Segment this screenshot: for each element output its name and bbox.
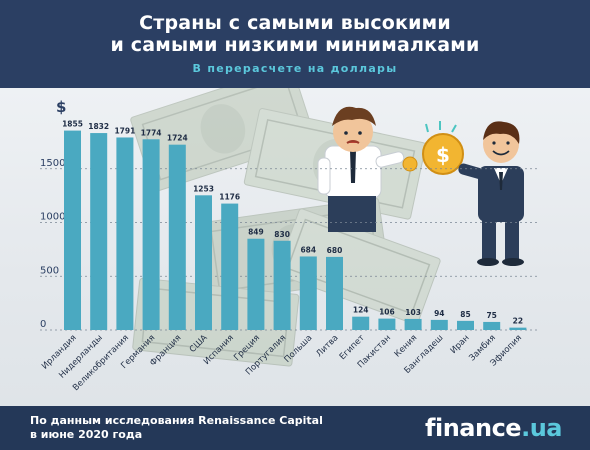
plot-area: $ 0 500 1000 1500 $ 1855 1832 1791 1774 1724 1253… xyxy=(0,65,590,406)
data-label: 1724 xyxy=(167,134,188,143)
bar xyxy=(195,195,212,330)
footer: По данным исследования Renaissance Capit… xyxy=(0,406,590,450)
bars: 1855 1832 1791 1774 1724 1253 1176 849 830 684 680… xyxy=(62,120,527,330)
data-label: 22 xyxy=(513,317,523,326)
title: Страны с самыми высокими и самыми низким… xyxy=(0,0,590,56)
y-tick-label: 500 xyxy=(40,265,59,276)
data-label: 680 xyxy=(327,246,343,255)
data-label: 1855 xyxy=(62,120,83,129)
y-axis: 0 500 1000 1500 $ xyxy=(40,98,66,330)
brand-name: finance xyxy=(425,414,522,442)
x-tick-label: Иран xyxy=(449,333,472,356)
bar xyxy=(326,256,343,330)
bar xyxy=(168,144,186,330)
data-label: 103 xyxy=(405,308,421,317)
worried-man-illustration xyxy=(317,106,418,232)
data-label: 85 xyxy=(460,310,470,319)
bar xyxy=(90,133,108,330)
y-tick-label: 0 xyxy=(40,319,46,330)
header: Страны с самыми высокими и самыми низким… xyxy=(0,0,590,88)
data-label: 75 xyxy=(486,311,496,320)
brand-logo: finance.ua xyxy=(425,414,562,442)
brand-suffix: .ua xyxy=(521,414,562,442)
data-label: 849 xyxy=(248,228,264,237)
bar-chart: $ 0 500 1000 1500 $ 1855 1832 1791 1774 1724 1253… xyxy=(40,65,540,393)
bar xyxy=(378,318,396,330)
bar xyxy=(116,137,134,330)
data-label: 94 xyxy=(434,309,444,318)
bar xyxy=(509,327,527,330)
y-tick-label: 1500 xyxy=(40,158,65,169)
bar xyxy=(457,320,474,330)
data-label: 106 xyxy=(379,308,395,317)
bar xyxy=(273,240,291,330)
bar xyxy=(142,139,160,330)
subtitle: В перерасчете на доллары xyxy=(192,62,398,75)
data-label: 830 xyxy=(274,230,290,239)
data-label: 1832 xyxy=(88,122,109,131)
happy-man-illustration: $ xyxy=(422,121,524,266)
data-label: 124 xyxy=(353,306,369,315)
title-line-2: и самыми низкими минималками xyxy=(110,34,480,56)
bar xyxy=(404,318,422,330)
data-label: 684 xyxy=(300,245,316,254)
bar xyxy=(352,316,370,330)
bar xyxy=(247,238,265,330)
y-tick-label: 1000 xyxy=(40,212,65,223)
svg-text:$: $ xyxy=(436,143,450,167)
source-note: По данным исследования Renaissance Capit… xyxy=(30,414,323,441)
bar xyxy=(430,319,448,330)
bar xyxy=(483,321,501,330)
bar xyxy=(221,203,239,330)
y-axis-label: $ xyxy=(56,98,66,116)
data-label: 1176 xyxy=(219,193,240,202)
data-label: 1774 xyxy=(141,128,162,137)
bar xyxy=(299,256,317,330)
data-label: 1791 xyxy=(114,126,135,135)
bar xyxy=(64,130,81,330)
title-line-1: Страны с самыми высокими xyxy=(139,12,451,34)
data-label: 1253 xyxy=(193,184,214,193)
